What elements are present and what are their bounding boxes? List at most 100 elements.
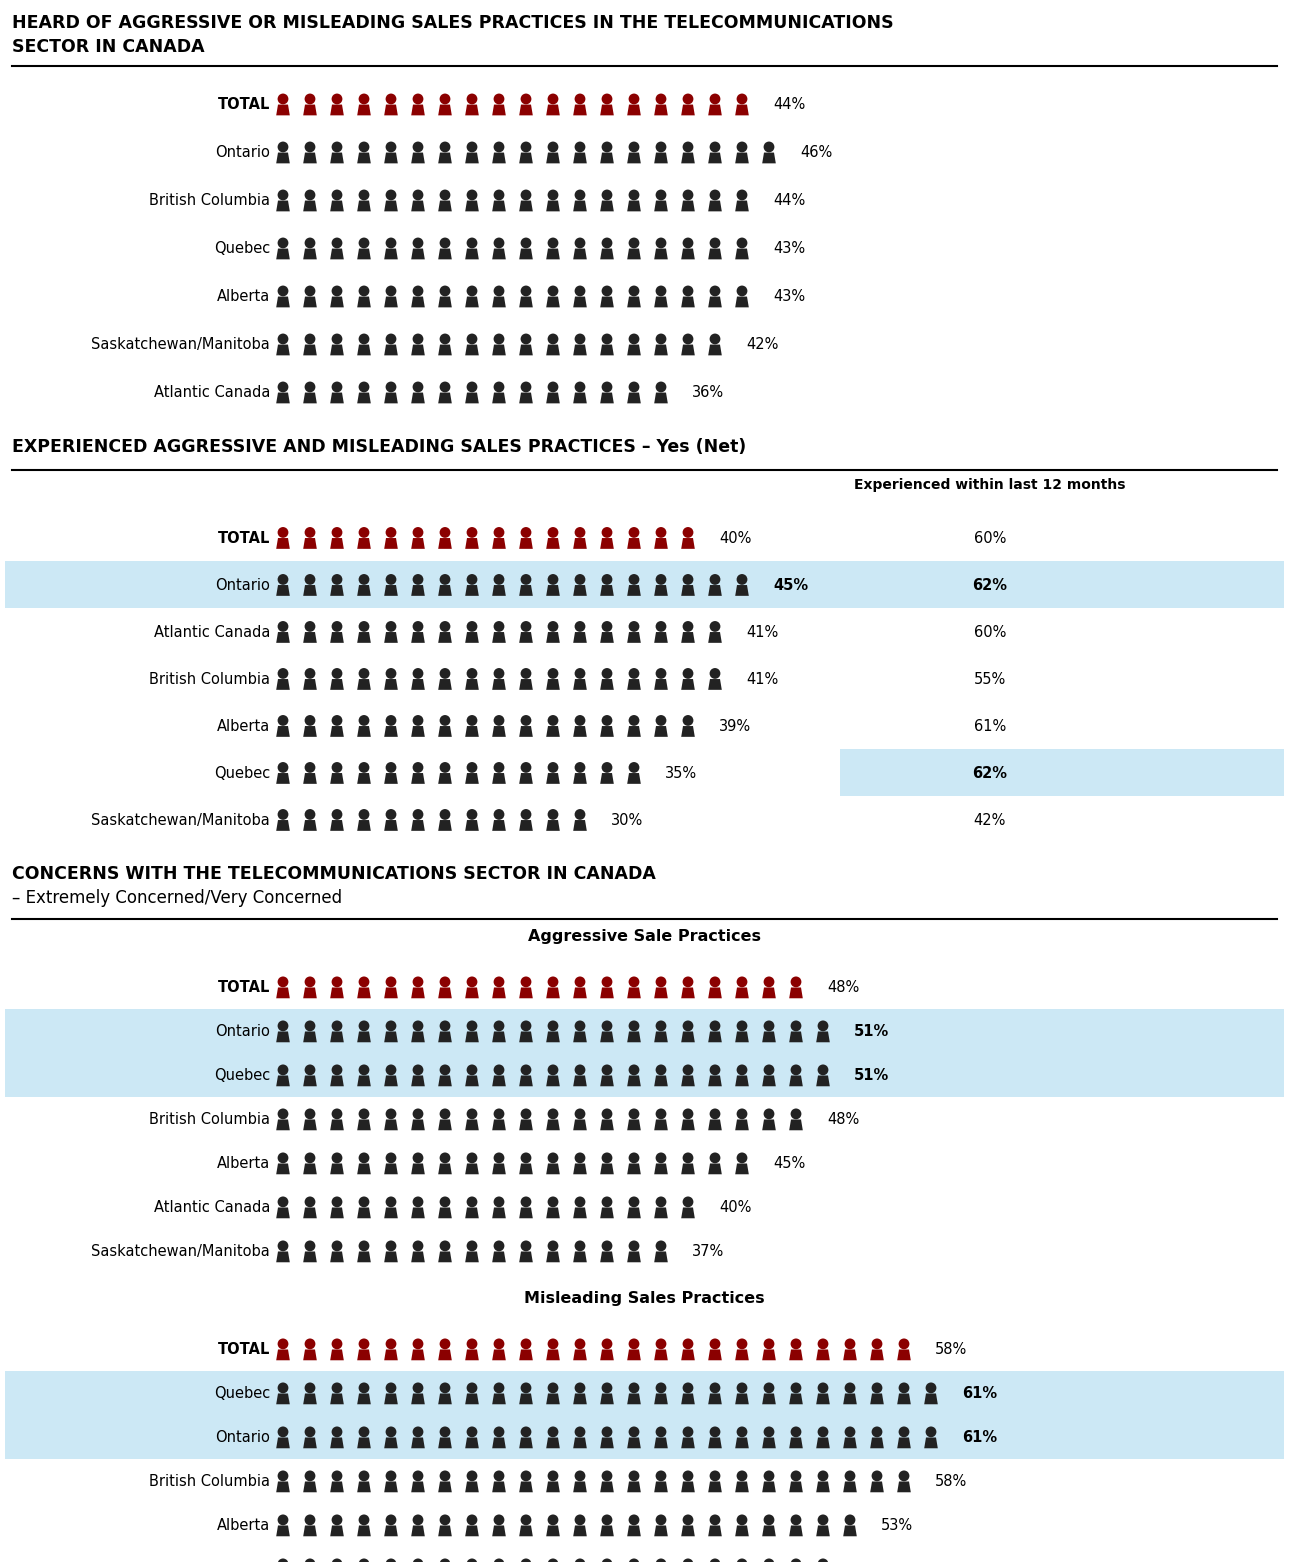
Circle shape [790, 1109, 802, 1120]
Circle shape [277, 1064, 289, 1075]
Text: 44%: 44% [773, 194, 806, 208]
Circle shape [331, 1109, 343, 1120]
Polygon shape [547, 537, 559, 548]
Text: 30%: 30% [611, 812, 643, 828]
Polygon shape [708, 200, 722, 211]
Circle shape [494, 1382, 504, 1393]
Polygon shape [276, 820, 290, 831]
Circle shape [467, 94, 477, 105]
Circle shape [358, 189, 370, 200]
Polygon shape [628, 248, 641, 259]
Polygon shape [492, 586, 505, 595]
Polygon shape [276, 1076, 290, 1086]
Circle shape [412, 1382, 423, 1393]
Polygon shape [655, 1120, 668, 1131]
Circle shape [385, 526, 397, 537]
Polygon shape [492, 1526, 505, 1537]
Polygon shape [411, 1481, 425, 1492]
Polygon shape [762, 1350, 776, 1361]
Circle shape [683, 1470, 693, 1481]
Circle shape [331, 1382, 343, 1393]
Circle shape [548, 1559, 558, 1562]
Polygon shape [789, 1350, 803, 1361]
Polygon shape [384, 586, 398, 595]
Circle shape [683, 715, 693, 726]
Polygon shape [519, 1076, 532, 1086]
Circle shape [763, 1470, 775, 1481]
Circle shape [656, 1515, 666, 1525]
Polygon shape [601, 1251, 614, 1262]
Circle shape [440, 189, 450, 200]
Circle shape [494, 622, 504, 633]
Circle shape [440, 1240, 450, 1251]
Polygon shape [303, 153, 317, 164]
Polygon shape [303, 726, 317, 737]
Text: Saskatchewan/Manitoba: Saskatchewan/Manitoba [92, 1245, 269, 1259]
Polygon shape [330, 248, 344, 259]
Polygon shape [357, 1526, 371, 1537]
Circle shape [629, 976, 639, 987]
Circle shape [817, 1064, 829, 1075]
Text: HEARD OF AGGRESSIVE OR MISLEADING SALES PRACTICES IN THE TELECOMMUNICATIONS: HEARD OF AGGRESSIVE OR MISLEADING SALES … [12, 14, 893, 31]
Polygon shape [708, 248, 722, 259]
Circle shape [710, 1109, 721, 1120]
Polygon shape [574, 1207, 586, 1218]
Circle shape [385, 1559, 397, 1562]
Polygon shape [601, 1481, 614, 1492]
Polygon shape [357, 679, 371, 690]
Circle shape [467, 1020, 477, 1031]
Polygon shape [816, 1481, 830, 1492]
Polygon shape [519, 1350, 532, 1361]
Text: 46%: 46% [800, 145, 833, 161]
Polygon shape [492, 248, 505, 259]
Circle shape [412, 1559, 423, 1562]
Polygon shape [519, 345, 532, 356]
Polygon shape [465, 987, 478, 998]
Circle shape [629, 715, 639, 726]
Text: SECTOR IN CANADA: SECTOR IN CANADA [12, 37, 205, 56]
Polygon shape [655, 633, 668, 644]
Polygon shape [708, 105, 722, 116]
Polygon shape [681, 1207, 695, 1218]
Polygon shape [655, 987, 668, 998]
Polygon shape [519, 1437, 532, 1448]
Polygon shape [357, 1164, 371, 1175]
Polygon shape [438, 633, 452, 644]
Polygon shape [492, 1437, 505, 1448]
Polygon shape [574, 153, 586, 164]
Circle shape [710, 1470, 721, 1481]
Circle shape [710, 669, 721, 679]
Polygon shape [357, 297, 371, 308]
Circle shape [494, 1020, 504, 1031]
Circle shape [710, 1515, 721, 1525]
Polygon shape [628, 1393, 641, 1404]
Circle shape [710, 1426, 721, 1437]
Polygon shape [816, 1031, 830, 1042]
Text: TOTAL: TOTAL [218, 531, 269, 547]
Circle shape [467, 1559, 477, 1562]
Circle shape [683, 334, 693, 344]
Polygon shape [492, 105, 505, 116]
Circle shape [817, 1559, 829, 1562]
Polygon shape [681, 153, 695, 164]
Polygon shape [789, 987, 803, 998]
Circle shape [277, 1339, 289, 1350]
Circle shape [575, 1426, 585, 1437]
Polygon shape [384, 633, 398, 644]
Circle shape [521, 1109, 531, 1120]
Polygon shape [574, 1164, 586, 1175]
Polygon shape [681, 1526, 695, 1537]
Circle shape [331, 381, 343, 392]
Polygon shape [303, 297, 317, 308]
Polygon shape [843, 1437, 857, 1448]
Polygon shape [438, 297, 452, 308]
Polygon shape [465, 726, 478, 737]
Polygon shape [789, 1393, 803, 1404]
Circle shape [710, 237, 721, 248]
Polygon shape [708, 1350, 722, 1361]
Circle shape [358, 142, 370, 153]
Circle shape [548, 1470, 558, 1481]
Text: Misleading Sales Practices: Misleading Sales Practices [525, 1292, 764, 1306]
Circle shape [385, 1153, 397, 1164]
Polygon shape [465, 1437, 478, 1448]
